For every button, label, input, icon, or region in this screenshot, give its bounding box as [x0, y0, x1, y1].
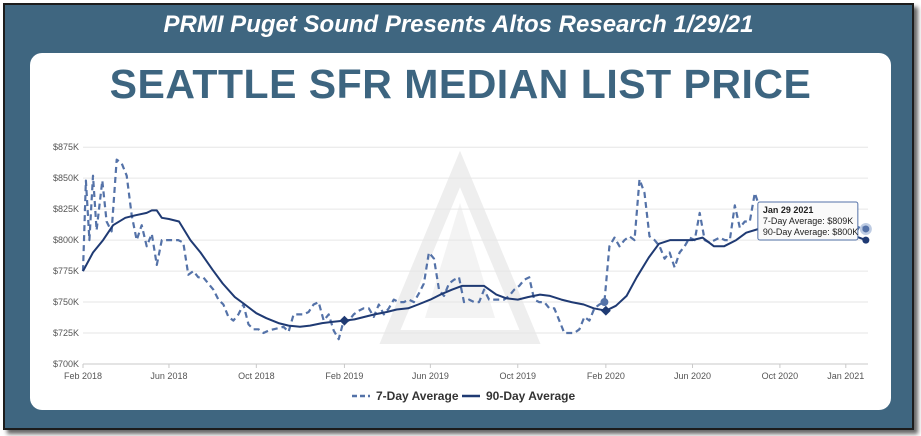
tooltip-box	[757, 201, 859, 241]
legend-label-7day[interactable]: 7-Day Average	[376, 389, 459, 403]
x-tick-label: Feb 2018	[64, 371, 102, 381]
y-tick-label: $850K	[53, 173, 79, 183]
y-tick-label: $825K	[53, 204, 79, 214]
legend: 7-Day Average 90-Day Average	[352, 389, 575, 403]
x-tick-label: Oct 2018	[238, 371, 275, 381]
series-line-90day[interactable]	[82, 209, 867, 328]
series-group	[81, 158, 867, 341]
legend-label-90day[interactable]: 90-Day Average	[486, 389, 575, 403]
x-tick-label: Jun 2018	[150, 371, 187, 381]
point-markers	[339, 222, 872, 326]
chart-frame: PRMI Puget Sound Presents Altos Research…	[3, 3, 914, 430]
logo-watermark	[379, 150, 541, 344]
x-tick-label: Oct 2019	[499, 371, 536, 381]
tooltip-date: Jan 29 2021	[763, 205, 814, 215]
x-axis: Feb 2018 Jun 2018 Oct 2018 Feb 2019 Jun 2019…	[64, 364, 864, 381]
x-tick-label: Oct 2020	[762, 371, 799, 381]
line-chart[interactable]: $700K $725K $750K $775K $800K $825K $850K $875K…	[30, 53, 891, 410]
y-tick-label: $875K	[53, 142, 79, 152]
y-tick-label: $750K	[53, 297, 79, 307]
y-tick-label: $725K	[53, 328, 79, 338]
x-tick-label: Feb 2019	[325, 371, 363, 381]
banner-title: PRMI Puget Sound Presents Altos Research…	[163, 11, 754, 38]
point-marker-90day[interactable]	[339, 315, 350, 326]
x-tick-label: Jun 2020	[674, 371, 711, 381]
y-tick-label: $700K	[53, 359, 79, 369]
hover-point-90day[interactable]	[862, 236, 870, 244]
point-marker-7day[interactable]	[600, 298, 609, 307]
tooltip-line-7day: 7-Day Average: $809K	[763, 216, 853, 226]
y-axis: $700K $725K $750K $775K $800K $825K $850K $875K	[53, 142, 79, 369]
y-tick-label: $800K	[53, 235, 79, 245]
y-tick-label: $775K	[53, 266, 79, 276]
hover-point-7day[interactable]	[862, 225, 870, 233]
x-tick-label: Feb 2020	[587, 371, 625, 381]
x-tick-label: Jan 2021	[827, 371, 864, 381]
x-tick-label: Jun 2019	[412, 371, 449, 381]
chart-title: SEATTLE SFR MEDIAN LIST PRICE	[109, 61, 812, 107]
series-line-7day[interactable]	[81, 158, 867, 341]
chart-panel: SEATTLE SFR MEDIAN LIST PRICE $700K $725K…	[30, 53, 891, 410]
tooltip: Jan 29 2021 7-Day Average: $809K 90-Day …	[757, 201, 859, 241]
tooltip-line-90day: 90-Day Average: $800K	[763, 227, 858, 237]
point-marker-90day[interactable]	[600, 305, 611, 316]
